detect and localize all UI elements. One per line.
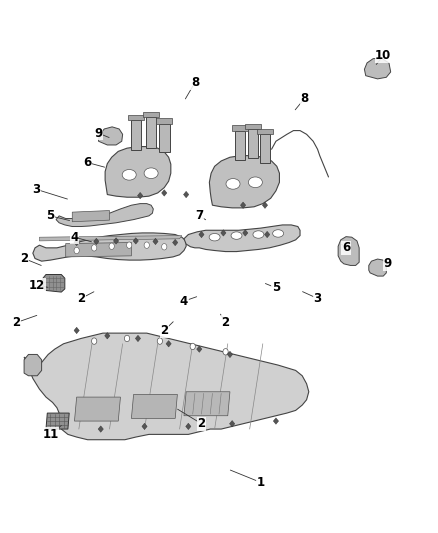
Text: 8: 8	[191, 76, 199, 89]
Ellipse shape	[248, 177, 262, 188]
Polygon shape	[197, 346, 202, 352]
Polygon shape	[227, 351, 233, 358]
Polygon shape	[94, 238, 99, 245]
Polygon shape	[338, 237, 359, 265]
Ellipse shape	[226, 179, 240, 189]
Ellipse shape	[253, 231, 264, 238]
Text: 4: 4	[71, 231, 78, 244]
Text: 9: 9	[384, 257, 392, 270]
Polygon shape	[166, 341, 171, 347]
Circle shape	[92, 338, 97, 344]
Circle shape	[127, 242, 132, 248]
Polygon shape	[24, 354, 42, 376]
Text: 2: 2	[13, 316, 21, 329]
Polygon shape	[131, 120, 141, 150]
Polygon shape	[74, 239, 79, 246]
Circle shape	[74, 247, 79, 254]
Text: 3: 3	[32, 183, 40, 196]
Text: 1: 1	[257, 476, 265, 489]
Polygon shape	[153, 238, 158, 245]
Polygon shape	[245, 124, 261, 129]
Ellipse shape	[272, 230, 284, 237]
Polygon shape	[184, 225, 300, 252]
Polygon shape	[133, 238, 138, 244]
Text: 9: 9	[95, 127, 102, 140]
Circle shape	[92, 245, 97, 251]
Circle shape	[223, 349, 228, 355]
Polygon shape	[39, 236, 182, 241]
Circle shape	[144, 242, 149, 248]
Polygon shape	[184, 191, 189, 198]
Circle shape	[157, 338, 162, 344]
Text: 5: 5	[272, 281, 280, 294]
Polygon shape	[273, 418, 279, 424]
Ellipse shape	[144, 168, 158, 179]
Text: 5: 5	[46, 209, 54, 222]
Polygon shape	[99, 127, 123, 145]
Polygon shape	[184, 392, 230, 416]
Circle shape	[190, 343, 195, 350]
Polygon shape	[46, 413, 69, 429]
Polygon shape	[74, 397, 120, 421]
Text: 11: 11	[42, 428, 59, 441]
Text: 3: 3	[314, 292, 321, 305]
Text: 12: 12	[29, 279, 46, 292]
Polygon shape	[66, 243, 131, 257]
Polygon shape	[98, 426, 103, 432]
Polygon shape	[230, 421, 235, 427]
Text: 2: 2	[198, 417, 205, 430]
Polygon shape	[265, 231, 270, 238]
Polygon shape	[146, 117, 156, 148]
Polygon shape	[364, 59, 391, 79]
Polygon shape	[72, 211, 110, 222]
Text: 2: 2	[222, 316, 230, 329]
Polygon shape	[235, 131, 245, 160]
Text: 2: 2	[160, 324, 168, 337]
Polygon shape	[143, 112, 159, 117]
Polygon shape	[162, 190, 167, 196]
Text: 10: 10	[375, 50, 392, 62]
Polygon shape	[138, 192, 143, 199]
Text: 4: 4	[180, 295, 188, 308]
Text: 2: 2	[20, 252, 28, 265]
Polygon shape	[131, 394, 177, 418]
Polygon shape	[248, 129, 258, 158]
Polygon shape	[105, 333, 110, 339]
Polygon shape	[74, 327, 79, 334]
Polygon shape	[173, 239, 178, 246]
Polygon shape	[128, 115, 144, 120]
Text: 6: 6	[84, 156, 92, 169]
Polygon shape	[243, 230, 248, 236]
Polygon shape	[33, 233, 186, 261]
Text: 8: 8	[300, 92, 308, 105]
Text: 2: 2	[77, 292, 85, 305]
Ellipse shape	[231, 232, 242, 239]
Circle shape	[162, 244, 167, 250]
Polygon shape	[260, 134, 270, 163]
Polygon shape	[43, 274, 65, 292]
Polygon shape	[159, 124, 170, 152]
Polygon shape	[113, 238, 119, 244]
Ellipse shape	[209, 233, 220, 241]
Polygon shape	[262, 202, 268, 208]
Polygon shape	[232, 125, 248, 131]
Polygon shape	[156, 118, 172, 124]
Ellipse shape	[122, 169, 136, 180]
Polygon shape	[209, 156, 279, 208]
Polygon shape	[221, 230, 226, 236]
Polygon shape	[240, 202, 246, 208]
Polygon shape	[24, 333, 309, 440]
Polygon shape	[142, 423, 147, 430]
Text: 7: 7	[195, 209, 203, 222]
Polygon shape	[186, 423, 191, 430]
Polygon shape	[56, 204, 153, 227]
Polygon shape	[369, 259, 386, 276]
Circle shape	[124, 335, 130, 342]
Text: 6: 6	[342, 241, 350, 254]
Polygon shape	[199, 231, 204, 238]
Polygon shape	[105, 147, 171, 197]
Polygon shape	[135, 335, 141, 342]
Circle shape	[109, 243, 114, 249]
Polygon shape	[257, 129, 273, 134]
